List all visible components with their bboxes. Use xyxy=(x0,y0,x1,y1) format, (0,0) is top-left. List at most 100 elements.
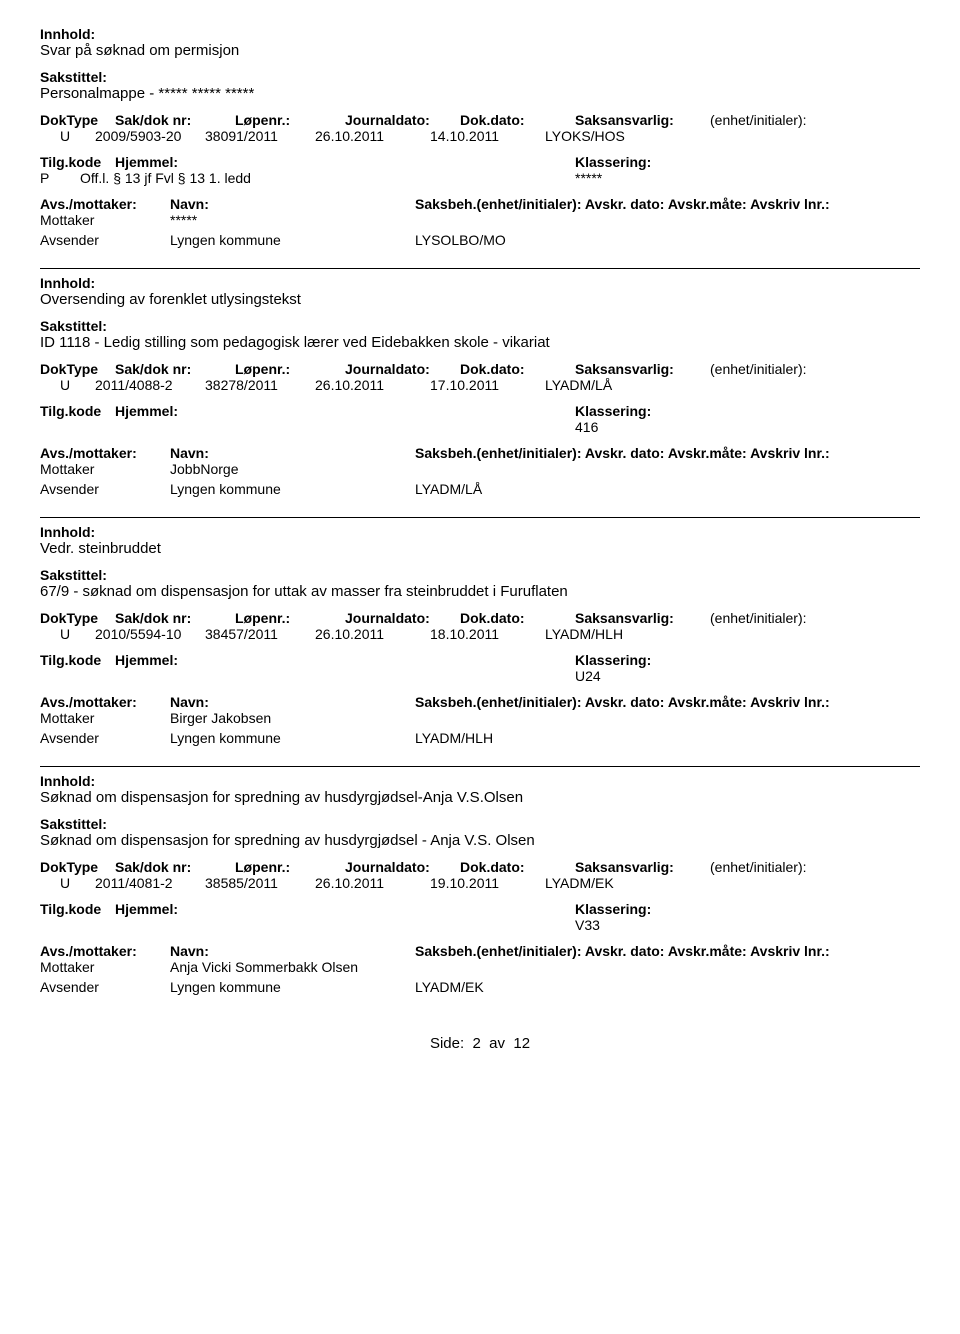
col-sakdok-label: Sak/dok nr: xyxy=(115,112,235,128)
col-journaldato-label: Journaldato: xyxy=(345,610,460,626)
entries-container: Innhold: Svar på søknad om permisjon Sak… xyxy=(40,20,920,995)
hjemmel-value xyxy=(80,668,575,684)
innhold-label: Innhold: xyxy=(40,26,920,42)
sakstittel-label: Sakstittel: xyxy=(40,318,920,334)
klassering-value: U24 xyxy=(575,668,601,684)
header-row: DokType Sak/dok nr: Løpenr.: Journaldato… xyxy=(40,610,920,626)
doktype-value: U xyxy=(40,626,85,642)
col-lopenr-label: Løpenr.: xyxy=(235,112,345,128)
mottaker-row: Mottaker Birger Jakobsen xyxy=(40,710,920,726)
avsmottaker-label: Avs./mottaker: xyxy=(40,196,170,212)
avsender-navn: Lyngen kommune xyxy=(170,979,415,995)
innhold-label: Innhold: xyxy=(40,524,920,540)
avsender-label: Avsender xyxy=(40,232,170,248)
header-row: DokType Sak/dok nr: Løpenr.: Journaldato… xyxy=(40,859,920,875)
tilgkode-label: Tilg.kode xyxy=(40,403,115,419)
dokdato-value: 14.10.2011 xyxy=(430,128,545,144)
innhold-value: Svar på søknad om permisjon xyxy=(40,42,920,59)
tilgkode-value xyxy=(40,917,80,933)
sakdok-value: 2010/5594-10 xyxy=(85,626,205,642)
avs-header-row: Avs./mottaker: Navn: Saksbeh.(enhet/init… xyxy=(40,196,920,212)
col-dokdato-label: Dok.dato: xyxy=(460,859,575,875)
klassering-value: ***** xyxy=(575,170,602,186)
sakdok-value: 2011/4088-2 xyxy=(85,377,205,393)
innhold-value: Oversending av forenklet utlysingstekst xyxy=(40,291,920,308)
tilgkode-value: P xyxy=(40,170,80,186)
navn-label: Navn: xyxy=(170,943,415,959)
navn-label: Navn: xyxy=(170,694,415,710)
avsender-navn: Lyngen kommune xyxy=(170,730,415,746)
klassering-label: Klassering: xyxy=(575,403,651,419)
klassering-label: Klassering: xyxy=(575,154,651,170)
tilg-header-row: Tilg.kode Hjemmel: Klassering: xyxy=(40,901,920,917)
col-saksansvarlig-label: Saksansvarlig: xyxy=(575,859,710,875)
col-journaldato-label: Journaldato: xyxy=(345,112,460,128)
klassering-value: V33 xyxy=(575,917,600,933)
header-row: DokType Sak/dok nr: Løpenr.: Journaldato… xyxy=(40,361,920,377)
col-lopenr-label: Løpenr.: xyxy=(235,361,345,377)
hjemmel-label: Hjemmel: xyxy=(115,652,575,668)
col-doktype-label: DokType xyxy=(40,361,115,377)
journal-entry: Innhold: Oversending av forenklet utlysi… xyxy=(40,268,920,497)
tilg-header-row: Tilg.kode Hjemmel: Klassering: xyxy=(40,652,920,668)
lopenr-value: 38278/2011 xyxy=(205,377,315,393)
tilgkode-label: Tilg.kode xyxy=(40,154,115,170)
avsender-saksbeh: LYADM/LÅ xyxy=(415,481,482,497)
sakdok-value: 2011/4081-2 xyxy=(85,875,205,891)
hjemmel-value xyxy=(80,419,575,435)
avsmottaker-label: Avs./mottaker: xyxy=(40,943,170,959)
journal-entry: Innhold: Søknad om dispensasjon for spre… xyxy=(40,766,920,995)
mottaker-label: Mottaker xyxy=(40,461,170,477)
tilg-header-row: Tilg.kode Hjemmel: Klassering: xyxy=(40,154,920,170)
col-dokdato-label: Dok.dato: xyxy=(460,610,575,626)
sakstittel-label: Sakstittel: xyxy=(40,567,920,583)
sakdok-value: 2009/5903-20 xyxy=(85,128,205,144)
journaldato-value: 26.10.2011 xyxy=(315,875,430,891)
dokdato-value: 19.10.2011 xyxy=(430,875,545,891)
col-saksansvarlig-label: Saksansvarlig: xyxy=(575,112,710,128)
col-doktype-label: DokType xyxy=(40,610,115,626)
sakstittel-value: ID 1118 - Ledig stilling som pedagogisk … xyxy=(40,334,920,351)
journal-entry: Innhold: Vedr. steinbruddet Sakstittel: … xyxy=(40,517,920,746)
navn-label: Navn: xyxy=(170,196,415,212)
dokdato-value: 18.10.2011 xyxy=(430,626,545,642)
sakstittel-label: Sakstittel: xyxy=(40,69,920,85)
journaldato-value: 26.10.2011 xyxy=(315,128,430,144)
avsender-saksbeh: LYSOLBO/MO xyxy=(415,232,506,248)
col-saksansvarlig-label: Saksansvarlig: xyxy=(575,361,710,377)
mottaker-navn: JobbNorge xyxy=(170,461,415,477)
saksansvarlig-value: LYADM/LÅ xyxy=(545,377,680,393)
col-dokdato-label: Dok.dato: xyxy=(460,112,575,128)
col-dokdato-label: Dok.dato: xyxy=(460,361,575,377)
tilg-data-row: P Off.l. § 13 jf Fvl § 13 1. ledd ***** xyxy=(40,170,920,186)
innhold-value: Vedr. steinbruddet xyxy=(40,540,920,557)
journal-entry: Innhold: Svar på søknad om permisjon Sak… xyxy=(40,20,920,248)
col-doktype-label: DokType xyxy=(40,112,115,128)
mottaker-label: Mottaker xyxy=(40,212,170,228)
hjemmel-label: Hjemmel: xyxy=(115,901,575,917)
col-doktype-label: DokType xyxy=(40,859,115,875)
tilgkode-value xyxy=(40,419,80,435)
navn-label: Navn: xyxy=(170,445,415,461)
hjemmel-value xyxy=(80,917,575,933)
page-number: 2 xyxy=(472,1035,480,1052)
journaldato-value: 26.10.2011 xyxy=(315,377,430,393)
avsender-saksbeh: LYADM/EK xyxy=(415,979,484,995)
mottaker-label: Mottaker xyxy=(40,959,170,975)
tilg-data-row: U24 xyxy=(40,668,920,684)
avs-header-row: Avs./mottaker: Navn: Saksbeh.(enhet/init… xyxy=(40,445,920,461)
tilg-header-row: Tilg.kode Hjemmel: Klassering: xyxy=(40,403,920,419)
mottaker-navn: ***** xyxy=(170,212,415,228)
lopenr-value: 38091/2011 xyxy=(205,128,315,144)
col-journaldato-label: Journaldato: xyxy=(345,361,460,377)
saksbeh-label: Saksbeh.(enhet/initialer): Avskr. dato: … xyxy=(415,694,830,710)
avs-header-row: Avs./mottaker: Navn: Saksbeh.(enhet/init… xyxy=(40,943,920,959)
avs-header-row: Avs./mottaker: Navn: Saksbeh.(enhet/init… xyxy=(40,694,920,710)
lopenr-value: 38585/2011 xyxy=(205,875,315,891)
saksansvarlig-value: LYADM/HLH xyxy=(545,626,680,642)
sakstittel-label: Sakstittel: xyxy=(40,816,920,832)
sakstittel-value: Personalmappe - ***** ***** ***** xyxy=(40,85,920,102)
tilgkode-value xyxy=(40,668,80,684)
innhold-label: Innhold: xyxy=(40,773,920,789)
col-journaldato-label: Journaldato: xyxy=(345,859,460,875)
